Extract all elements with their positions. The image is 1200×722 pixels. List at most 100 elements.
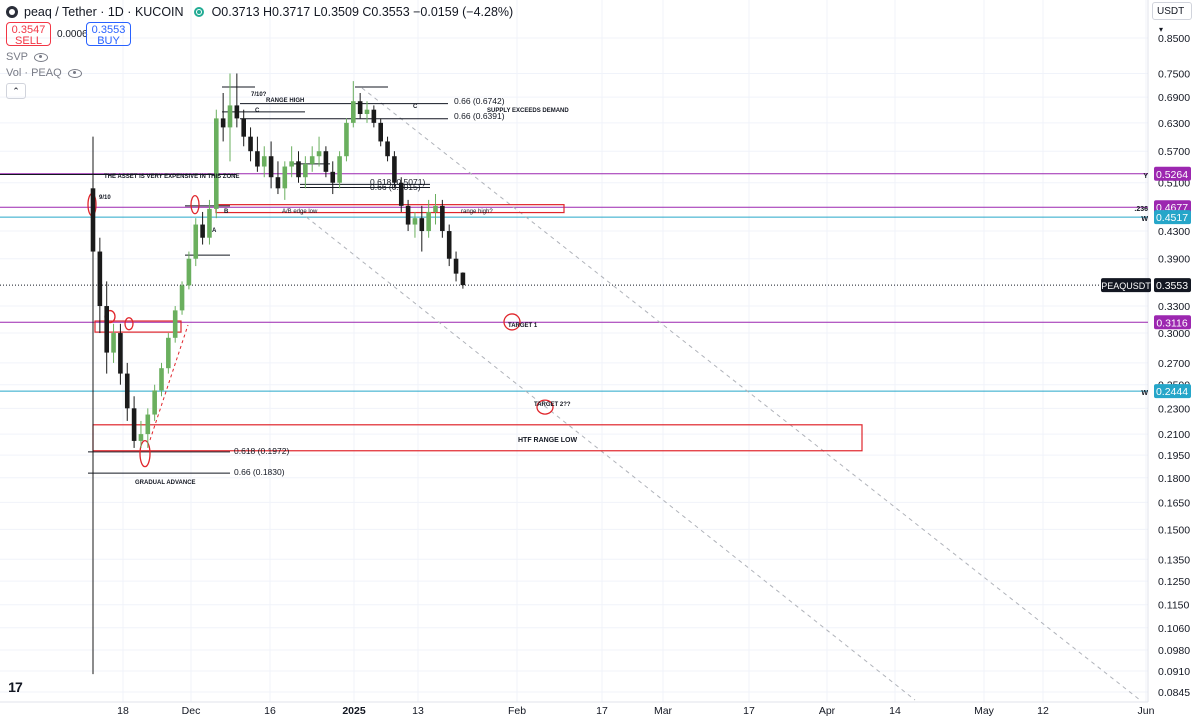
candle-body — [289, 161, 294, 167]
circle-marker — [124, 317, 134, 331]
x-tick-label: Feb — [508, 705, 526, 717]
candle-body — [364, 109, 370, 114]
price-tag-value: 0.4517 — [1156, 212, 1188, 224]
y-tick-label: 0.3300 — [1158, 301, 1190, 313]
candle-body — [405, 205, 411, 225]
candle-body — [351, 101, 356, 123]
annotation-text: HTF RANGE LOW — [518, 437, 577, 444]
x-tick-label: Apr — [819, 705, 836, 717]
candle-body — [385, 141, 390, 157]
y-tick-label: 0.0910 — [1158, 666, 1190, 678]
candle-body — [303, 163, 308, 178]
y-tick-label: 0.8500 — [1158, 33, 1190, 45]
annotation-text: 0.66 (0.6391) — [454, 111, 505, 121]
eye-icon[interactable] — [34, 52, 49, 62]
price-axis[interactable]: 0.85000.75000.69000.63000.57000.51000.43… — [1158, 33, 1190, 699]
price-tag-value: 0.3116 — [1156, 317, 1187, 329]
peaq-logo-icon — [6, 6, 18, 18]
trend-line — [149, 324, 189, 441]
annotation-text: 0.618 (0.5071) — [370, 177, 425, 187]
price-tag-value: 0.2444 — [1156, 386, 1188, 398]
annotation-text: THE ASSET IS VERY EXPENSIVE IN THIS ZONE — [104, 174, 239, 180]
candle-body — [261, 156, 267, 167]
candle-body — [344, 122, 349, 157]
y-tick-label: 0.3000 — [1158, 328, 1190, 340]
y-tick-label: 0.6900 — [1158, 92, 1190, 104]
indicator-svp[interactable]: SVP — [6, 51, 49, 63]
candle-body — [412, 218, 418, 225]
annotation-text: 0.66 (0.6742) — [454, 96, 505, 106]
buy-button[interactable]: 0.3553 BUY — [86, 22, 131, 47]
symbol-title[interactable]: peaq / Tether · 1D · KUCOIN — [24, 5, 184, 19]
price-tag-prefix: Y — [1143, 173, 1148, 180]
sell-button[interactable]: 0.3547 SELL — [6, 22, 51, 47]
candle-body — [316, 151, 322, 157]
y-tick-label: 0.2700 — [1158, 358, 1190, 370]
ohlc-values: O0.3713 H0.3717 L0.3509 C0.3553 −0.0159 … — [211, 5, 514, 19]
candle-body — [323, 151, 329, 172]
annotation-text: SUPPLY EXCEEDS DEMAND — [487, 108, 569, 114]
indicator-volume-label: Vol · PEAQ — [6, 67, 62, 79]
y-tick-label: 0.3900 — [1158, 254, 1190, 266]
annotation-text: A — [212, 228, 217, 234]
candle-body — [97, 251, 103, 307]
symbol-tag-label: PEAQUSDT — [1101, 281, 1151, 291]
y-tick-label: 0.1250 — [1158, 576, 1190, 588]
y-tick-label: 0.1950 — [1158, 450, 1190, 462]
y-tick-label: 0.1060 — [1158, 623, 1190, 635]
price-tag-value: 0.3553 — [1156, 280, 1188, 292]
candle-body — [138, 434, 144, 441]
price-tag — [1154, 166, 1191, 181]
tradingview-logo-icon[interactable]: 17 — [8, 679, 23, 695]
candle-body — [234, 105, 240, 119]
candle-body — [90, 188, 96, 252]
y-tick-label: 0.2100 — [1158, 429, 1190, 441]
indicator-svp-label: SVP — [6, 51, 29, 63]
currency-selector[interactable]: USDT ▾ — [1152, 2, 1192, 34]
candle-body — [227, 105, 233, 128]
chart-annotations: 0.66 (0.6742) 0.66 (0.6391)SUPPLY EXCEEDS… — [99, 92, 577, 486]
support-box — [94, 320, 182, 333]
y-tick-label: 0.1650 — [1158, 497, 1190, 509]
y-tick-label: 0.0845 — [1158, 687, 1190, 699]
time-axis[interactable]: 18 Dec 16 2025 13 Feb 17 Mar 17 Apr 14 May 12 Jun — [117, 705, 1154, 717]
candle-body — [446, 231, 452, 259]
eye-icon[interactable] — [67, 68, 82, 78]
candle-body — [337, 156, 342, 183]
htf-range-low-box — [92, 424, 863, 452]
candle-body — [179, 285, 185, 311]
candle-body — [200, 224, 205, 238]
annotation-text: A/B edge low — [282, 209, 318, 215]
symbol-tag — [1101, 278, 1151, 293]
buy-label: BUY — [97, 35, 120, 47]
candle-body — [193, 224, 199, 259]
y-tick-label: 0.0980 — [1158, 645, 1190, 657]
y-tick-label: 0.4300 — [1158, 226, 1190, 238]
range-high-box — [215, 204, 565, 214]
market-open-icon — [193, 7, 204, 17]
chevron-down-icon: ▾ — [1159, 25, 1164, 34]
x-tick-label: 18 — [117, 705, 129, 717]
indicator-volume[interactable]: Vol · PEAQ — [6, 67, 82, 79]
annotation-text: 0.66 (0.1830) — [234, 467, 285, 477]
currency-label: USDT — [1157, 6, 1185, 17]
sell-price: 0.3547 — [11, 24, 46, 36]
x-tick-label: Dec — [182, 705, 201, 717]
x-tick-label: Mar — [654, 705, 673, 717]
price-tags: 0.5264Y0.4677.2360.4517W0.35530.31160.24… — [1101, 166, 1191, 399]
x-tick-label: 14 — [889, 705, 901, 717]
candles — [90, 73, 466, 675]
x-tick-label: 12 — [1037, 705, 1049, 717]
candle-body — [357, 101, 363, 114]
candle-body — [398, 182, 404, 206]
y-tick-label: 0.1350 — [1158, 554, 1190, 566]
candle-body — [392, 156, 397, 183]
candle-body — [166, 337, 171, 369]
candle-body — [296, 161, 301, 178]
annotation-text: C — [255, 108, 260, 114]
candle-body — [145, 414, 151, 435]
x-tick-label: 16 — [264, 705, 276, 717]
candle-body — [220, 118, 226, 128]
collapse-chevron-icon[interactable]: ⌃ — [6, 83, 26, 99]
